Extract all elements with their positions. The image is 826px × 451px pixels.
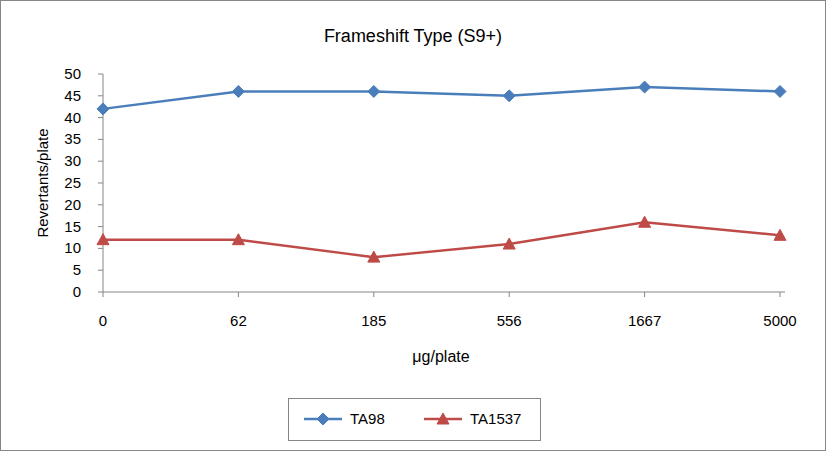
x-tick-label: 1667: [628, 312, 661, 329]
x-tick: [780, 292, 781, 297]
x-tick-label: 0: [99, 312, 107, 329]
legend-marker: [317, 413, 329, 425]
y-tick-label: 45: [64, 87, 81, 104]
y-tick: [98, 270, 103, 271]
point: [774, 229, 786, 240]
point: [639, 216, 651, 227]
y-tick: [98, 292, 103, 293]
x-tick: [644, 292, 645, 297]
y-axis-label: Revertants/plate: [34, 128, 51, 237]
point: [97, 103, 109, 115]
legend-label: TA1537: [470, 410, 521, 427]
x-tick: [373, 292, 374, 297]
legend-marker: [437, 413, 449, 424]
x-axis-label: μg/plate: [412, 348, 469, 365]
point: [368, 251, 380, 262]
series-line: [103, 222, 780, 257]
x-tick-label: 5000: [763, 312, 796, 329]
y-tick-label: 30: [64, 152, 81, 169]
y-tick: [98, 74, 103, 75]
x-tick: [103, 292, 104, 297]
point: [774, 85, 786, 97]
y-tick: [98, 226, 103, 227]
title: Frameshift Type (S9+): [324, 26, 502, 46]
chart-border: [1, 1, 826, 451]
legend-label: TA98: [350, 410, 385, 427]
plot-area: [97, 81, 786, 262]
legend: TA98 TA1537: [289, 399, 541, 441]
point: [232, 85, 244, 97]
point: [368, 85, 380, 97]
series-line: [103, 87, 780, 109]
y-tick: [98, 95, 103, 96]
y-tick-label: 50: [64, 65, 81, 82]
y-tick-label: 40: [64, 109, 81, 126]
y-tick-label: 10: [64, 239, 81, 256]
point: [503, 90, 515, 102]
y-tick-label: 25: [64, 174, 81, 191]
y-tick: [98, 161, 103, 162]
y-tick: [98, 183, 103, 184]
x-tick-label: 62: [230, 312, 247, 329]
y-tick-label: 15: [64, 218, 81, 235]
point: [97, 234, 109, 245]
x-tick-label: 185: [361, 312, 386, 329]
y-tick-label: 5: [73, 261, 81, 278]
y-tick: [98, 248, 103, 249]
point: [503, 238, 515, 249]
x-tick: [238, 292, 239, 297]
point: [639, 81, 651, 93]
chart: Frameshift Type (S9+) 0 5 10 15 20 25 30 35 40 45 5…: [0, 0, 826, 451]
x-tick: [509, 292, 510, 297]
y-tick-label: 0: [73, 283, 81, 300]
y-tick: [98, 117, 103, 118]
y-tick: [98, 139, 103, 140]
y-tick-label: 20: [64, 196, 81, 213]
legend-box: [289, 399, 541, 441]
y-tick-label: 35: [64, 130, 81, 147]
x-tick-label: 556: [497, 312, 522, 329]
x-axis: [103, 292, 785, 293]
point: [232, 234, 244, 245]
y-tick: [98, 204, 103, 205]
